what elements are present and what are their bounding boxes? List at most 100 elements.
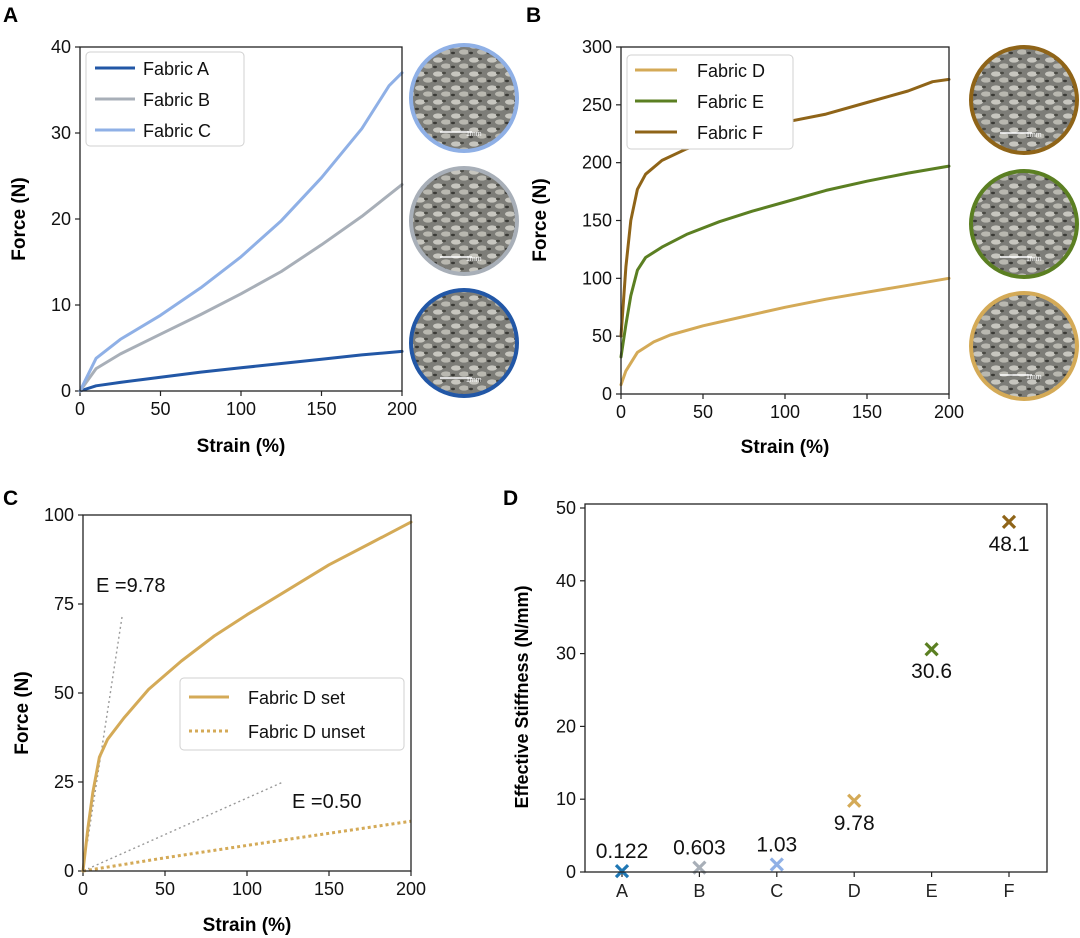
panel-c-legend: Fabric D set Fabric D unset [179,677,405,751]
panel-c-ticks: 0 50 100 150 200 0 25 50 75 100 [44,505,426,899]
series-fabric-d-set [81,520,413,873]
legend-label-fabric-d-unset: Fabric D unset [248,722,365,742]
x-tick-label: 200 [934,402,964,422]
y-tick-label: 0 [64,861,74,881]
panel-d-y-axis-label: Effective Stiffness (N/mm) [512,585,532,808]
x-tick-label: 150 [306,399,336,419]
y-tick-label: 0 [602,384,612,404]
panel-a-y-axis-label: Force (N) [9,177,30,260]
micrograph-fabric-c: 1mm [409,43,519,153]
panel-letter-d: D [503,487,518,510]
legend-box [626,54,794,150]
panel-a-ticks: 0 50 100 150 200 0 10 20 30 40 [51,37,417,419]
stiffness-guide-line [88,614,124,844]
panel-a-micrographs: 1mm 1mm 1mm [409,43,519,398]
guide-label-shallow: E =0.50 [292,791,362,813]
x-tick-label: 50 [155,879,175,899]
y-tick-label: 10 [51,295,71,315]
data-point-d: 9.78 [834,793,875,835]
y-tick-label: 100 [582,268,612,288]
panel-a-chart: 0 50 100 150 200 0 10 20 30 40 Fabric A Fabric B … [9,37,519,457]
series-fabric-c [78,71,404,393]
x-tick-label: 50 [150,399,170,419]
data-point-f: 48.1 [989,514,1030,556]
y-tick-label: 30 [556,644,576,664]
x-tick-label: 0 [616,402,626,422]
y-tick-label: 0 [566,862,576,882]
scale-bar-label: 1mm [466,377,482,384]
legend-label-fabric-d-set: Fabric D set [248,688,345,708]
x-tick-label: 0 [78,879,88,899]
panel-c-plot-frame [82,514,412,872]
x-tick-label: B [693,881,705,901]
data-point-c: 1.03 [756,834,797,872]
panel-c-y-axis-label: Force (N) [12,671,33,754]
series-fabric-e [619,164,951,359]
scale-bar-label: 1mm [1026,132,1042,139]
legend-label-fabric-b: Fabric B [143,90,210,110]
panel-b-ticks: 0 50 100 150 200 0 50 100 150 200 250 300 [582,37,964,422]
panel-b-legend: Fabric D Fabric E Fabric F [626,54,794,150]
y-tick-label: 50 [556,498,576,518]
panel-c-series [81,520,413,873]
data-label-b: 0.603 [673,837,726,860]
micrograph-fabric-d: 1mm [969,291,1079,401]
panel-b-y-axis-label: Force (N) [530,178,551,261]
panel-letter-c: C [3,487,18,510]
x-marker-stroke [1001,514,1017,529]
legend-label-fabric-e: Fabric E [697,92,764,112]
series-fabric-a [78,349,404,393]
y-tick-label: 0 [61,381,71,401]
micrograph-fabric-b: 1mm [409,166,519,276]
panel-b-x-axis-label: Strain (%) [741,437,830,458]
series-fabric-b [78,183,404,393]
x-tick-label: 150 [852,402,882,422]
x-marker-stroke [924,642,939,657]
scale-bar-label: 1mm [1026,374,1042,381]
panel-c-stiffness-guides [88,614,284,870]
series-fabric-d [619,276,951,387]
y-tick-label: 300 [582,37,612,57]
legend-box [179,677,405,751]
panel-a-x-axis-label: Strain (%) [197,436,286,457]
data-label-a: 0.122 [596,840,649,863]
scale-bar-label: 1mm [1026,256,1042,263]
micrograph-fabric-a: 1mm [409,288,519,398]
panel-d-ticks: 0 10 20 30 40 50 A B C D E F [556,498,1015,901]
panel-d-chart: 0 10 20 30 40 50 A B C D E F 0.122 0.603 1.03 9.78 30.6… [512,498,1048,901]
y-tick-label: 10 [556,789,576,809]
x-tick-label: A [616,881,628,901]
x-tick-label: 50 [693,402,713,422]
x-tick-label: 100 [226,399,256,419]
y-tick-label: 50 [54,683,74,703]
scale-bar-label: 1mm [466,256,482,263]
y-tick-label: 20 [556,716,576,736]
y-tick-label: 100 [44,505,74,525]
panel-d-points: 0.122 0.603 1.03 9.78 30.6 48.1 [596,514,1030,879]
panel-c-x-axis-label: Strain (%) [203,915,292,936]
stiffness-guide-line [88,781,284,870]
data-label-e: 30.6 [911,660,952,683]
panel-a-plot-frame [79,46,403,392]
legend-label-fabric-c: Fabric C [143,121,211,141]
panel-c-chart: 0 50 100 150 200 0 25 50 75 100 E =9.78 E =0.50 F… [12,505,426,936]
x-tick-label: 200 [387,399,417,419]
panel-a-legend: Fabric A Fabric B Fabric C [85,51,245,147]
x-tick-label: F [1004,881,1015,901]
data-point-e: 30.6 [911,642,952,683]
x-tick-label: C [770,881,783,901]
y-tick-label: 250 [582,95,612,115]
panel-b-micrographs: 1mm 1mm 1mm [969,45,1079,401]
x-marker-stroke [614,863,630,879]
x-tick-label: 0 [75,399,85,419]
y-tick-label: 50 [592,326,612,346]
y-tick-label: 40 [556,571,576,591]
panel-d-plot-frame [584,503,1048,873]
x-tick-label: E [926,881,938,901]
data-label-f: 48.1 [989,533,1030,556]
panel-letter-b: B [526,4,541,27]
legend-label-fabric-f: Fabric F [697,123,763,143]
legend-box [85,51,245,147]
micrograph-fabric-f: 1mm [969,45,1079,155]
